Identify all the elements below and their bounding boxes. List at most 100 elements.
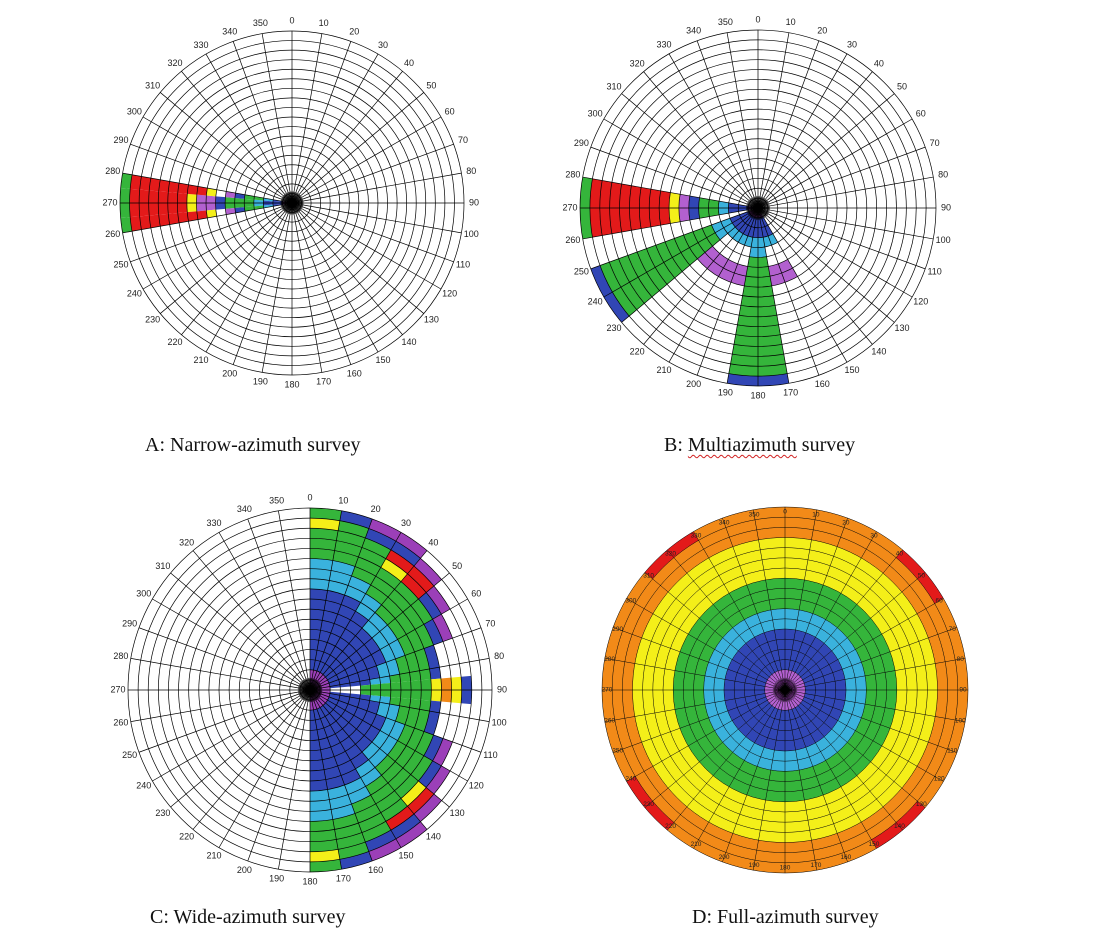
bin-cell (725, 519, 757, 538)
bin-cell (329, 693, 340, 701)
bin-cell (390, 541, 421, 567)
bin-cell (644, 549, 674, 579)
bin-cell (875, 690, 887, 708)
data-cells (602, 507, 968, 873)
bin-cell (833, 546, 862, 567)
grid-spoke (170, 689, 311, 808)
bin-cell (348, 728, 365, 745)
grid-spoke (757, 207, 790, 384)
bin-cell (187, 211, 198, 222)
azimuth-label: 310 (155, 561, 170, 571)
azimuth-label: 340 (237, 504, 252, 514)
grid-spoke (726, 32, 759, 209)
bin-cell (703, 675, 715, 690)
bin-cell (797, 609, 813, 624)
bin-cell (778, 699, 784, 711)
bin-cell (313, 698, 321, 710)
bin-cell (785, 750, 798, 762)
bin-cell (878, 751, 900, 775)
bin-cell (196, 210, 208, 220)
bin-cell (749, 623, 765, 638)
azimuth-label: 280 (604, 656, 615, 663)
bin-cell (742, 214, 757, 228)
bin-cell (850, 604, 871, 625)
bin-cell (811, 651, 824, 664)
bin-cell (368, 748, 388, 768)
azimuth-label: 30 (870, 533, 878, 540)
grid-spoke (784, 598, 944, 691)
azimuth-label: 60 (936, 598, 944, 605)
bin-cell (937, 630, 956, 662)
bin-cell (675, 580, 701, 606)
bin-cell (313, 670, 321, 682)
bin-cell (937, 718, 956, 750)
bin-cell (388, 639, 406, 659)
bin-cell (668, 573, 694, 599)
bin-cell (375, 790, 401, 813)
azimuth-label: 40 (896, 550, 904, 557)
bin-cell (832, 669, 846, 682)
azimuth-label: 10 (319, 18, 329, 28)
grid-spoke (291, 41, 352, 204)
bin-cell (344, 777, 366, 795)
azimuth-label: 220 (630, 346, 645, 356)
bin-cell (786, 699, 792, 711)
bin-cell (873, 724, 891, 746)
bin-cell (811, 716, 824, 729)
bin-cell (310, 849, 340, 862)
bin-cell (635, 578, 661, 609)
bin-cell (365, 775, 388, 796)
bin-cell (870, 745, 891, 769)
bin-cell (424, 645, 440, 669)
bin-cell (790, 718, 799, 731)
bin-cell (325, 670, 337, 680)
bin-cell (886, 756, 909, 782)
azimuth-label: 240 (136, 780, 151, 790)
bin-cell (642, 690, 655, 715)
bin-cell (764, 686, 775, 690)
bin-cell (632, 663, 645, 690)
bin-cell (322, 756, 338, 770)
bin-cell (368, 518, 401, 542)
bin-cell (805, 721, 818, 735)
bin-cell (348, 575, 371, 594)
grid-spoke (291, 202, 442, 290)
bin-cell (652, 690, 665, 713)
grid-spoke (192, 689, 311, 830)
grid-spoke (247, 518, 311, 691)
bin-cell (358, 812, 386, 833)
bin-cell (692, 228, 713, 253)
bin-cell (850, 755, 871, 776)
grid-spoke (142, 116, 293, 204)
bin-cell (724, 786, 747, 805)
grid-spoke (142, 202, 293, 290)
grid-spoke (181, 202, 293, 335)
bin-cell (379, 696, 391, 705)
bin-cell (351, 795, 376, 814)
bin-cell (816, 657, 830, 670)
bin-cell (928, 716, 946, 746)
azimuth-label: 250 (612, 748, 623, 755)
bin-cell (776, 730, 785, 741)
bin-cell (846, 783, 870, 805)
bin-cell (331, 804, 355, 820)
azimuth-label: 0 (307, 492, 312, 502)
bin-cell (644, 712, 661, 739)
bin-cell (330, 720, 343, 734)
azimuth-label: 0 (783, 509, 787, 516)
grid-spoke (205, 202, 293, 353)
grid-spoke (309, 689, 342, 870)
grid-spoke (757, 118, 913, 209)
bin-cell (632, 742, 653, 772)
bin-cell (316, 707, 326, 719)
bin-cell (424, 711, 440, 735)
bin-cell (925, 663, 938, 690)
azimuth-label: 190 (718, 388, 733, 398)
bin-cell (168, 181, 180, 194)
bin-cell (727, 227, 753, 247)
bin-cell (429, 700, 441, 713)
azimuth-label: 150 (869, 841, 880, 848)
bin-cell (804, 709, 817, 722)
bin-cell (846, 575, 870, 597)
bin-cell (934, 598, 957, 631)
